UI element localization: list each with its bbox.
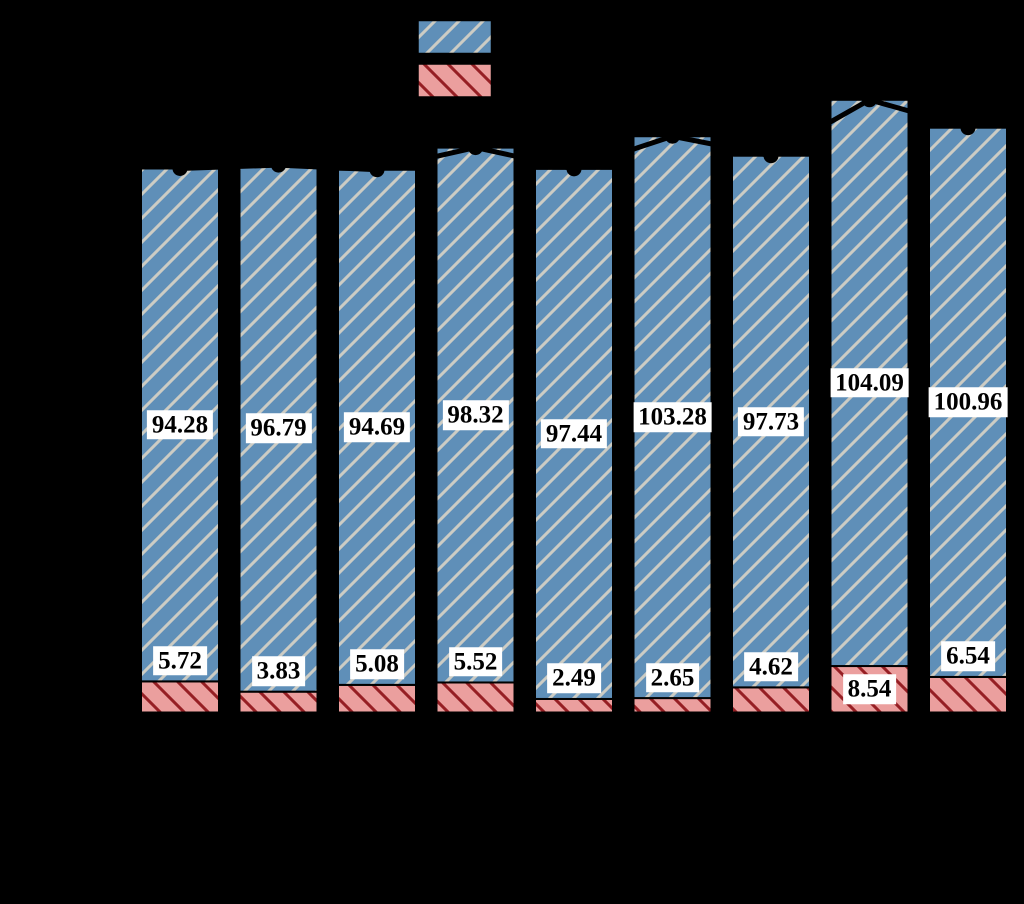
value-label-blue-2: 94.69 (343, 412, 411, 443)
bar-group-7 (829, 98, 910, 714)
total-marker-1 (271, 157, 286, 173)
value-label-red-0: 5.72 (153, 646, 207, 676)
red-hatched-swatch (417, 63, 493, 98)
value-label-red-2: 5.08 (350, 649, 404, 680)
value-label-red-1: 3.83 (251, 656, 306, 686)
total-marker-0 (172, 161, 188, 176)
total-marker-2 (369, 162, 385, 178)
red-segment-6 (731, 686, 811, 714)
red-segment-3 (435, 681, 516, 714)
value-label-blue-0: 94.28 (146, 410, 214, 440)
total-marker-7 (862, 92, 877, 108)
total-marker-3 (468, 140, 483, 156)
total-marker-4 (566, 161, 582, 177)
red-segment-4 (534, 697, 614, 714)
total-line-overlay (172, 92, 976, 178)
value-label-red-5: 2.65 (645, 662, 700, 693)
value-label-blue-4: 97.44 (540, 419, 608, 449)
value-label-red-7: 8.54 (842, 674, 897, 705)
value-label-blue-5: 103.28 (633, 402, 712, 432)
value-label-blue-8: 100.96 (928, 387, 1008, 418)
total-marker-6 (763, 148, 779, 164)
total-marker-8 (960, 120, 976, 136)
bar-group-0 (140, 167, 220, 714)
value-label-blue-7: 104.09 (830, 368, 909, 398)
value-label-blue-6: 97.73 (737, 406, 805, 437)
red-segment-8 (928, 675, 1008, 714)
red-segment-1 (238, 690, 319, 714)
value-label-red-6: 4.62 (744, 652, 798, 682)
legend (417, 19, 493, 98)
value-label-red-8: 6.54 (941, 641, 995, 672)
red-segment-0 (140, 680, 220, 714)
red-segment-5 (632, 697, 713, 714)
value-label-blue-1: 96.79 (245, 413, 312, 444)
value-label-red-4: 2.49 (547, 663, 601, 694)
blue-hatched-swatch (417, 19, 493, 55)
total-marker-5 (665, 128, 680, 144)
bar-series (140, 98, 1008, 714)
bar-group-8 (928, 126, 1008, 714)
value-label-red-3: 5.52 (448, 647, 503, 677)
bar-group-3 (435, 146, 516, 714)
value-label-blue-3: 98.32 (442, 400, 509, 430)
red-segment-2 (337, 683, 417, 714)
